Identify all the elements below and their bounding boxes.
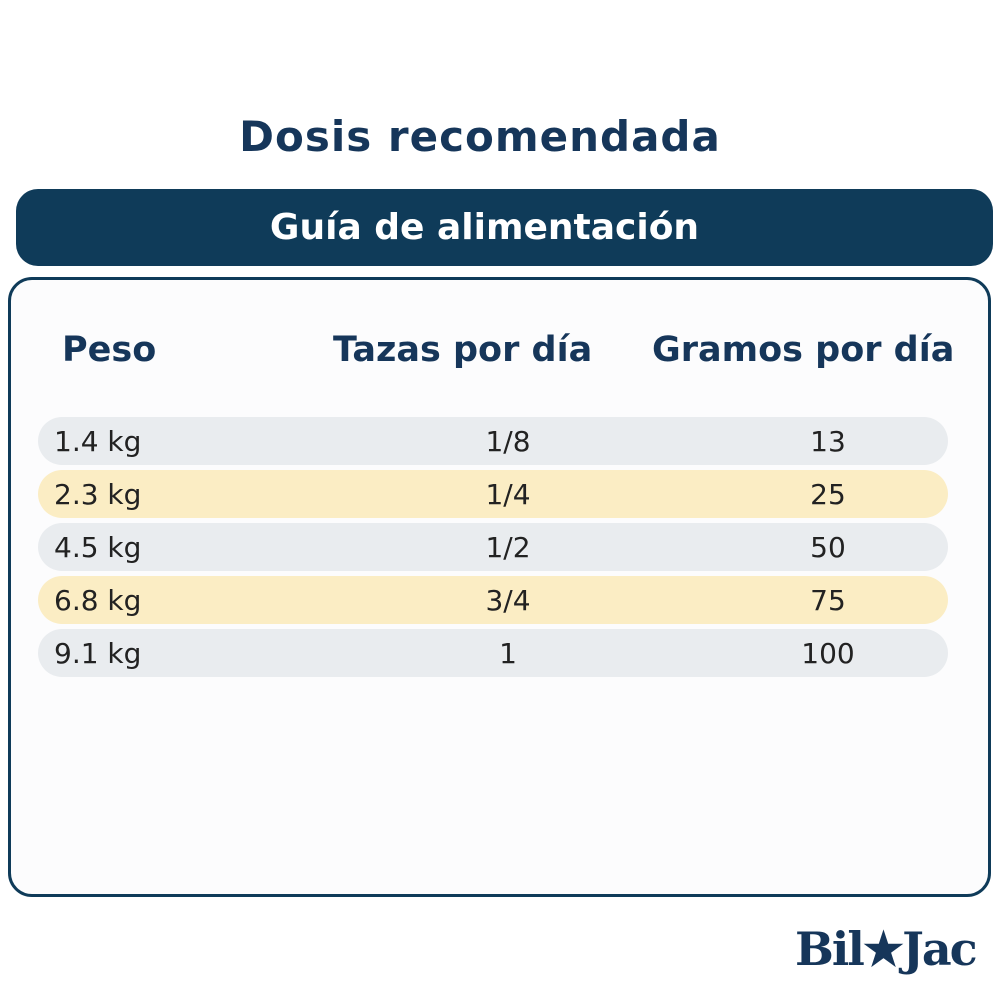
- column-header: Tazas por día: [333, 330, 593, 370]
- logo: Bil★Jac: [795, 922, 978, 976]
- table-cell: 1/4: [485, 478, 531, 511]
- table-cell: 25: [810, 478, 846, 511]
- table-cell: 2.3 kg: [54, 478, 142, 511]
- table-cell: 1/2: [485, 531, 531, 564]
- table-row: 4.5 kg 1/2 50: [38, 523, 948, 571]
- table-cell: 1/8: [485, 425, 531, 458]
- table-row: 1.4 kg 1/8 13: [38, 417, 948, 465]
- title: Dosis recomendada: [239, 112, 721, 161]
- column-header: Peso: [62, 330, 157, 370]
- table-cell: 50: [810, 531, 846, 564]
- subtitle-band: Guía de alimentación: [16, 189, 993, 266]
- table-cell: 6.8 kg: [54, 584, 142, 617]
- table-cell: 1.4 kg: [54, 425, 142, 458]
- table-cell: 75: [810, 584, 846, 617]
- column-header: Gramos por día: [652, 330, 955, 370]
- table-cell: 13: [810, 425, 846, 458]
- table-cell: 4.5 kg: [54, 531, 142, 564]
- table-row: 9.1 kg 1 100: [38, 629, 948, 677]
- table-cell: 1: [499, 637, 517, 670]
- table-cell: 100: [801, 637, 855, 670]
- table-row: 6.8 kg 3/4 75: [38, 576, 948, 624]
- table-row: 2.3 kg 1/4 25: [38, 470, 948, 518]
- table-cell: 3/4: [485, 584, 531, 617]
- table-cell: 9.1 kg: [54, 637, 142, 670]
